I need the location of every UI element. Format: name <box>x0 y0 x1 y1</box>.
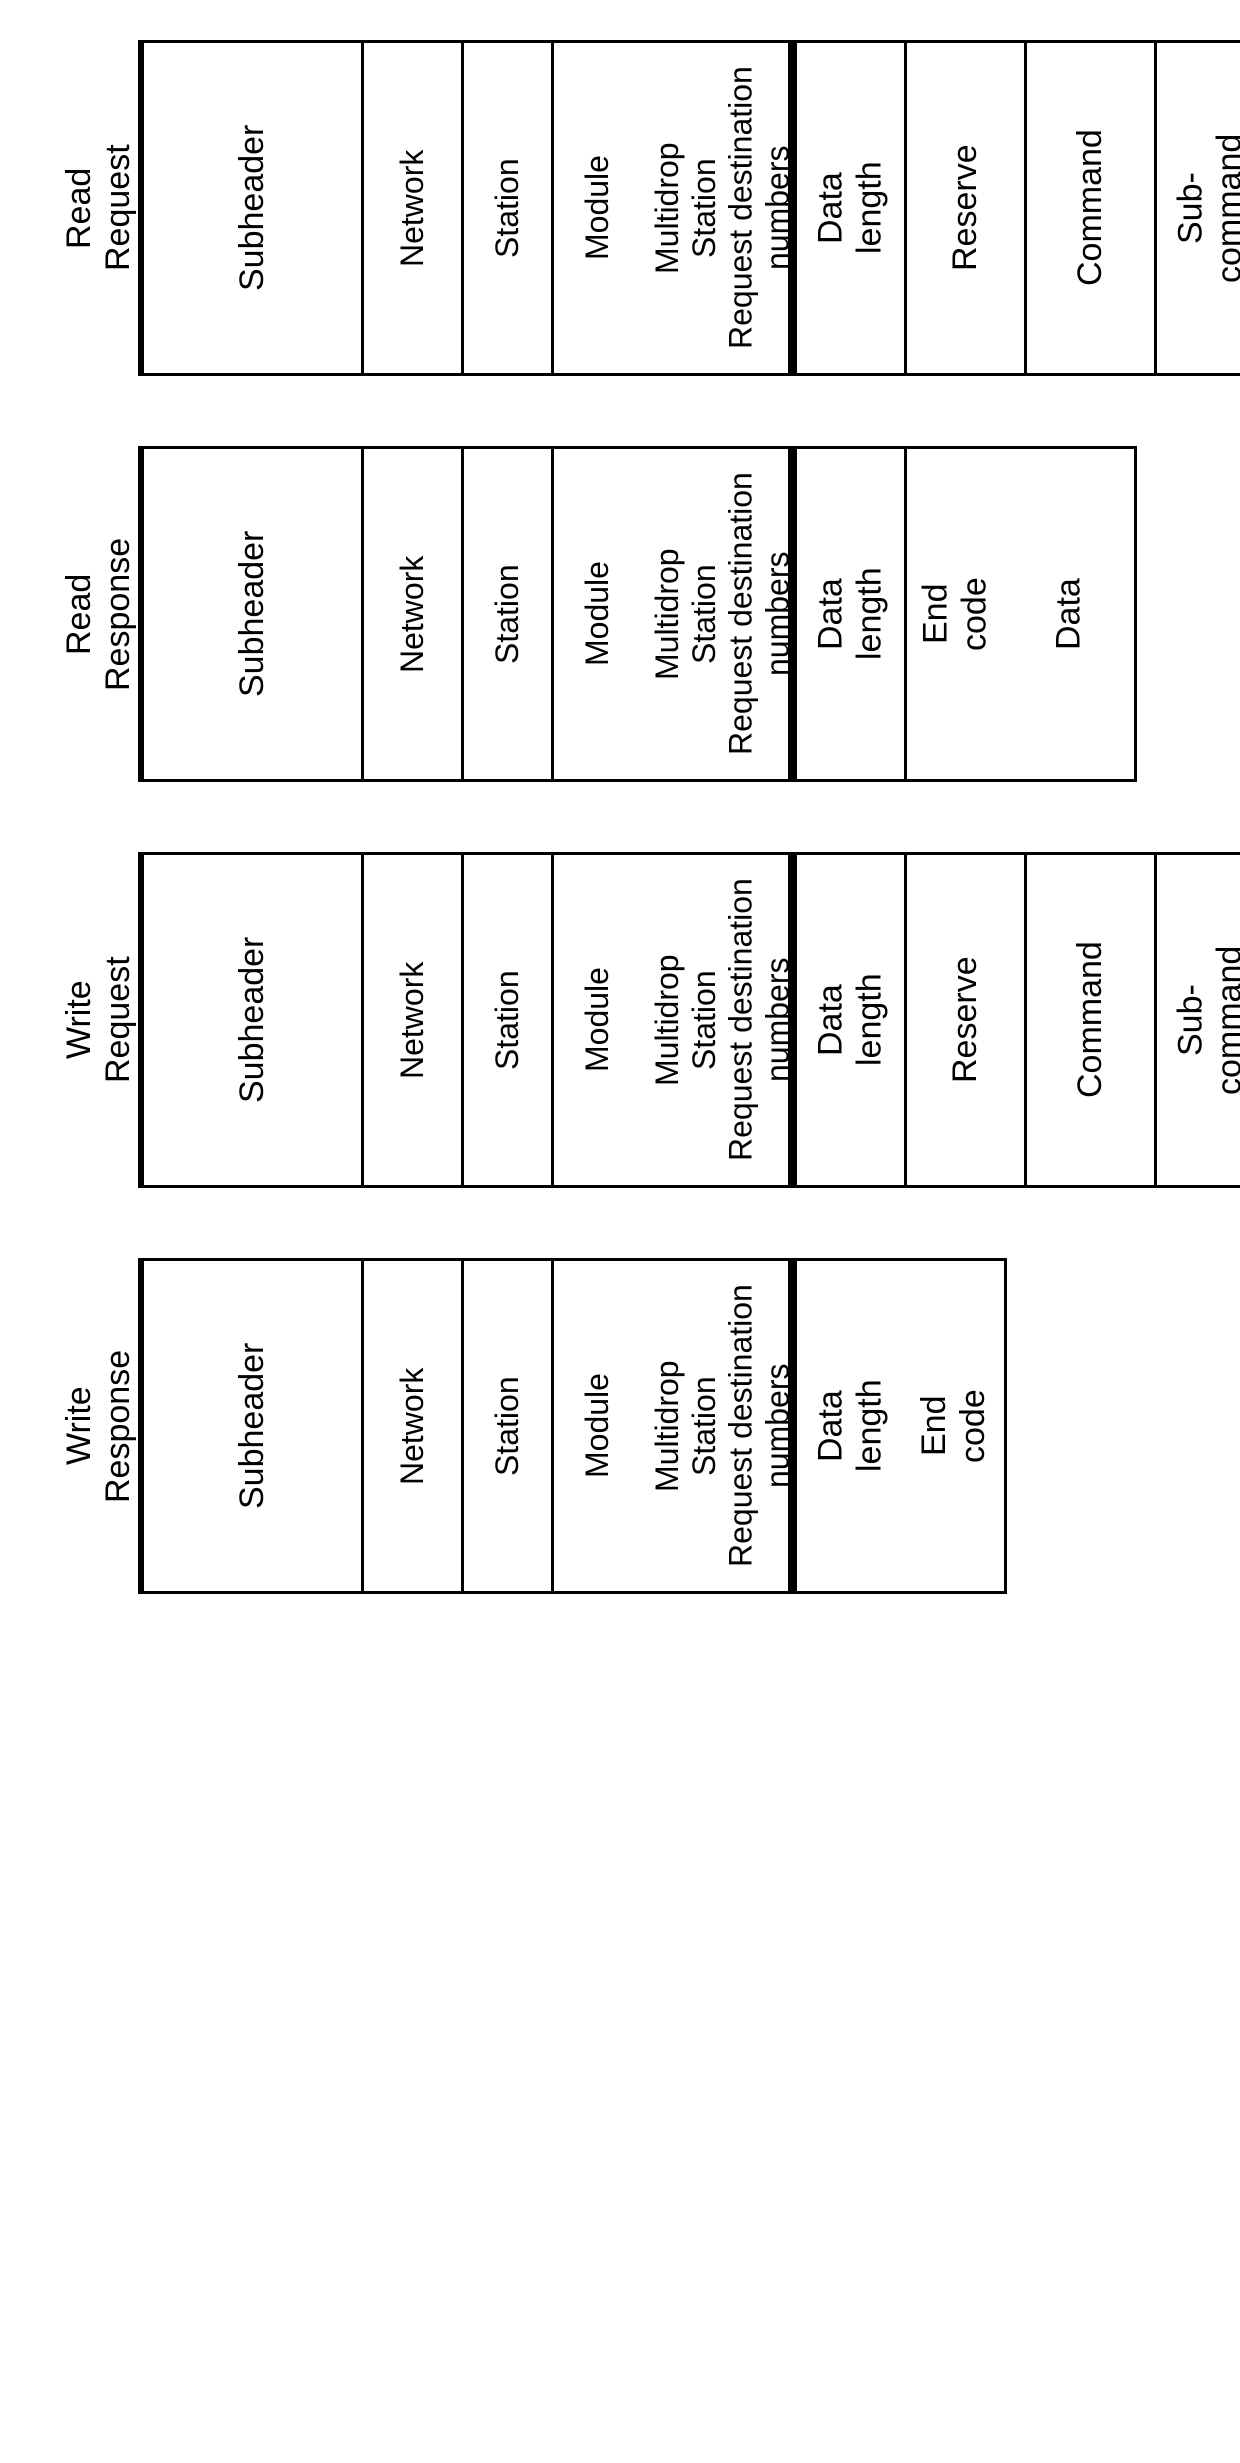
frame-cell: Network <box>361 855 461 1185</box>
frame-cell: Multidrop Station <box>641 1261 731 1591</box>
diagram-row: Write RequestSubheaderNetworkStationModu… <box>40 852 1240 1188</box>
frame-cell: Multidrop Station <box>641 449 731 779</box>
cell-group: NetworkStationModuleMultidrop StationReq… <box>361 449 794 779</box>
frame: SubheaderNetworkStationModuleMultidrop S… <box>138 852 1240 1188</box>
frame-cell: Subheader <box>141 1261 361 1591</box>
diagram-row: Read ResponseSubheaderNetworkStationModu… <box>40 446 1240 782</box>
cell-group: NetworkStationModuleMultidrop StationReq… <box>361 855 794 1185</box>
row-label: Write Response <box>40 1258 138 1594</box>
group-body: NetworkStationModuleMultidrop Station <box>361 1261 731 1591</box>
group-header: Request destination numbers <box>731 1261 791 1591</box>
group-body: NetworkStationModuleMultidrop Station <box>361 855 731 1185</box>
rows-container: Read RequestSubheaderNetworkStationModul… <box>40 40 1240 1664</box>
frame-cell: Module <box>551 43 641 373</box>
frame-cell: Data <box>1004 449 1134 779</box>
group-body: NetworkStationModuleMultidrop Station <box>361 449 731 779</box>
frame-cell: Station <box>461 43 551 373</box>
frame-cell: Module <box>551 855 641 1185</box>
frame: SubheaderNetworkStationModuleMultidrop S… <box>138 1258 1007 1594</box>
frame-cell: Subheader <box>141 43 361 373</box>
frame-cell: End code <box>904 1261 1004 1591</box>
frame-cell: Network <box>361 1261 461 1591</box>
frame-cell: Data length <box>794 1261 904 1591</box>
frame-cell: Sub- command <box>1154 43 1240 373</box>
frame-cell: Station <box>461 449 551 779</box>
frame-cell: Data length <box>794 449 904 779</box>
frame: SubheaderNetworkStationModuleMultidrop S… <box>138 40 1240 376</box>
frame-cell: Module <box>551 449 641 779</box>
group-header: Request destination numbers <box>731 855 791 1185</box>
frame-cell: Network <box>361 43 461 373</box>
diagram-row: Read RequestSubheaderNetworkStationModul… <box>40 40 1240 376</box>
row-label: Write Request <box>40 852 138 1188</box>
group-body: NetworkStationModuleMultidrop Station <box>361 43 731 373</box>
frame-cell: Data length <box>794 855 904 1185</box>
frame-cell: Reserve <box>904 43 1024 373</box>
frame: SubheaderNetworkStationModuleMultidrop S… <box>138 446 1137 782</box>
diagram-row: Write ResponseSubheaderNetworkStationMod… <box>40 1258 1240 1594</box>
row-label: Read Response <box>40 446 138 782</box>
cell-group: NetworkStationModuleMultidrop StationReq… <box>361 1261 794 1591</box>
figure-wrapper: Read RequestSubheaderNetworkStationModul… <box>40 40 1200 1664</box>
frame-cell: Station <box>461 855 551 1185</box>
group-header: Request destination numbers <box>731 449 791 779</box>
frame-cell: Command <box>1024 855 1154 1185</box>
frame-cell: Network <box>361 449 461 779</box>
frame-cell: Reserve <box>904 855 1024 1185</box>
frame-cell: Multidrop Station <box>641 855 731 1185</box>
group-header: Request destination numbers <box>731 43 791 373</box>
frame-cell: Subheader <box>141 855 361 1185</box>
row-label: Read Request <box>40 40 138 376</box>
frame-cell: End code <box>904 449 1004 779</box>
frame-cell: Data length <box>794 43 904 373</box>
frame-cell: Station <box>461 1261 551 1591</box>
frame-cell: Sub- command <box>1154 855 1240 1185</box>
cell-group: NetworkStationModuleMultidrop StationReq… <box>361 43 794 373</box>
frame-cell: Subheader <box>141 449 361 779</box>
frame-cell: Multidrop Station <box>641 43 731 373</box>
frame-cell: Module <box>551 1261 641 1591</box>
frame-cell: Command <box>1024 43 1154 373</box>
